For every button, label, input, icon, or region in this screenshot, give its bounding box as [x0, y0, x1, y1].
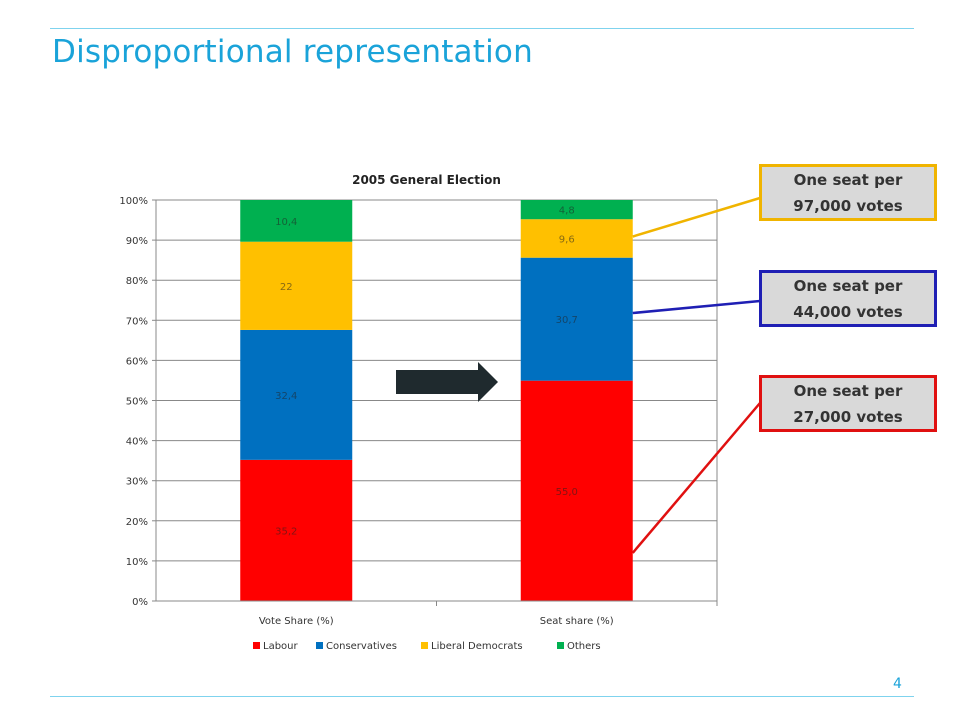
callout-line-2: 97,000 votes — [793, 196, 903, 215]
y-tick-label: 100% — [119, 196, 148, 207]
callout-connector — [632, 196, 761, 238]
legend-swatch — [253, 642, 260, 649]
slide-title: Disproportional representation — [52, 34, 533, 70]
callout-line-1: One seat per — [793, 276, 903, 295]
y-tick-label: 40% — [126, 437, 148, 448]
data-label: 10,4 — [275, 217, 297, 228]
bar-segment-liberal-democrats — [240, 241, 353, 330]
legend-label: Conservatives — [326, 641, 397, 652]
x-tick-label: Vote Share (%) — [259, 616, 334, 627]
x-tick-label: Seat share (%) — [540, 616, 614, 627]
callout-liberal-democrats: One seat per 97,000 votes — [759, 164, 937, 221]
legend-label: Others — [567, 641, 601, 652]
y-tick-label: 50% — [126, 397, 148, 408]
y-tick-label: 20% — [126, 517, 148, 528]
callout-labour: One seat per 27,000 votes — [759, 375, 937, 432]
data-label: 30,7 — [556, 315, 578, 326]
data-label: 22 — [280, 282, 293, 293]
legend-label: Labour — [263, 641, 299, 652]
y-tick-label: 30% — [126, 477, 148, 488]
top-rule — [50, 28, 914, 29]
bar-segment-conservatives — [520, 257, 633, 381]
right-arrow-icon — [396, 362, 498, 402]
data-label: 4,8 — [559, 206, 575, 217]
page-number: 4 — [893, 676, 902, 692]
bar-segment-labour — [240, 459, 353, 601]
chart-title: 2005 General Election — [352, 173, 501, 187]
callout-connector — [632, 299, 761, 315]
bottom-rule — [50, 696, 914, 697]
legend-swatch — [316, 642, 323, 649]
data-label: 32,4 — [275, 391, 297, 402]
data-label: 9,6 — [559, 234, 575, 245]
callout-line-1: One seat per — [793, 381, 903, 400]
y-tick-label: 10% — [126, 557, 148, 568]
callout-connector — [631, 402, 761, 554]
bar-segment-others — [240, 200, 353, 242]
legend-swatch — [421, 642, 428, 649]
data-label: 35,2 — [275, 526, 297, 537]
y-tick-label: 90% — [126, 236, 148, 247]
bar-segment-liberal-democrats — [520, 219, 633, 258]
callout-line-2: 27,000 votes — [793, 407, 903, 426]
callout-line-1: One seat per — [793, 170, 903, 189]
y-tick-label: 80% — [126, 276, 148, 287]
y-tick-label: 60% — [126, 356, 148, 367]
y-tick-label: 0% — [132, 597, 148, 608]
callout-line-2: 44,000 votes — [793, 302, 903, 321]
data-label: 55,0 — [556, 487, 578, 498]
legend-label: Liberal Democrats — [431, 641, 523, 652]
legend-swatch — [557, 642, 564, 649]
y-tick-label: 70% — [126, 316, 148, 327]
bar-segment-others — [520, 200, 633, 220]
callout-conservatives: One seat per 44,000 votes — [759, 270, 937, 327]
bar-segment-conservatives — [240, 329, 353, 460]
bar-segment-labour — [520, 380, 633, 601]
